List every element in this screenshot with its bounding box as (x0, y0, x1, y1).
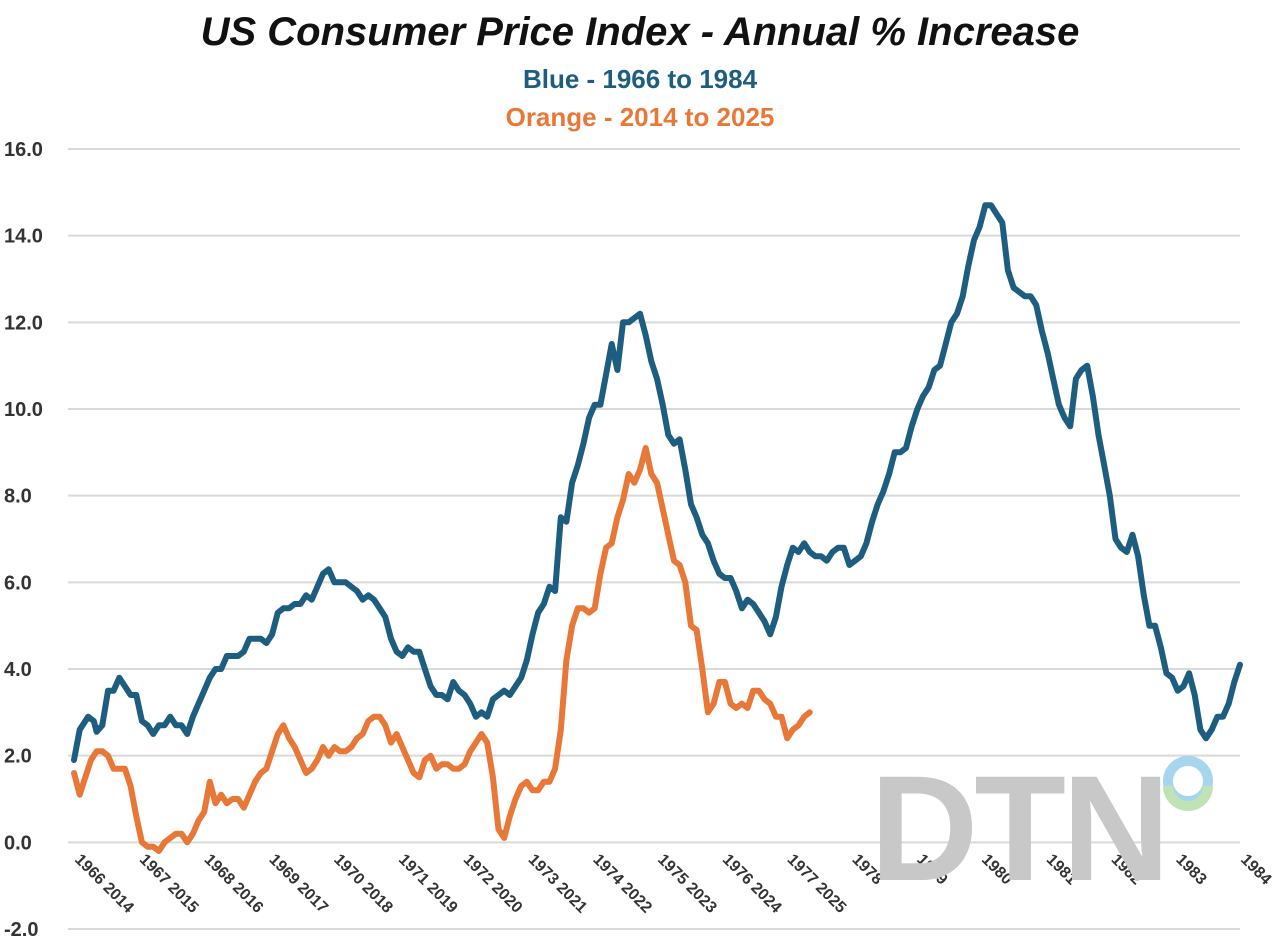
x-tick-label: 1975 2023 (654, 851, 720, 917)
x-tick-label: 1983 (1172, 851, 1209, 888)
y-tick-label: -2.0 (4, 919, 38, 941)
x-tick-label: 1973 2021 (525, 851, 591, 917)
x-tick-label: 1968 2016 (201, 851, 267, 917)
y-tick-label: 0.0 (4, 832, 32, 854)
x-tick-label: 1969 2017 (266, 851, 332, 917)
x-tick-label: 1984 (1237, 851, 1274, 888)
x-tick-label: 1966 2014 (71, 851, 137, 917)
y-tick-label: 12.0 (4, 312, 43, 334)
dtn-watermark: DTN (870, 744, 1213, 912)
x-tick-label: 1977 2025 (784, 851, 850, 917)
dtn-logo-ring-green (1163, 785, 1213, 811)
y-tick-label: 10.0 (4, 399, 43, 421)
y-tick-label: 4.0 (4, 659, 32, 681)
x-tick-label: 1967 2015 (136, 851, 202, 917)
y-tick-label: 2.0 (4, 746, 32, 768)
y-axis-ticks: 16.0 14.0 12.0 10.0 8.0 6.0 4.0 2.0 0.0 -2.0 (4, 139, 43, 941)
y-tick-label: 8.0 (4, 486, 32, 508)
series-lines (71, 202, 1243, 854)
x-tick-label: 1970 2018 (330, 851, 396, 917)
gridlines (68, 148, 1240, 930)
y-tick-label: 6.0 (4, 572, 32, 594)
x-tick-label: 1971 2019 (395, 851, 461, 917)
subtitle-orange: Orange - 2014 to 2025 (505, 102, 775, 132)
x-tick-label: 1972 2020 (460, 851, 526, 917)
y-tick-label: 14.0 (4, 226, 43, 248)
subtitle-blue: Blue - 1966 to 1984 (522, 64, 758, 94)
dtn-logo-text: DTN (870, 744, 1166, 912)
chart-title: US Consumer Price Index - Annual % Incre… (200, 10, 1080, 54)
x-tick-label: 1974 2022 (589, 851, 655, 917)
series-line-orange (71, 445, 813, 854)
series-line-blue (71, 202, 1243, 763)
y-tick-label: 16.0 (4, 139, 43, 161)
x-tick-label: 1976 2024 (719, 851, 785, 917)
